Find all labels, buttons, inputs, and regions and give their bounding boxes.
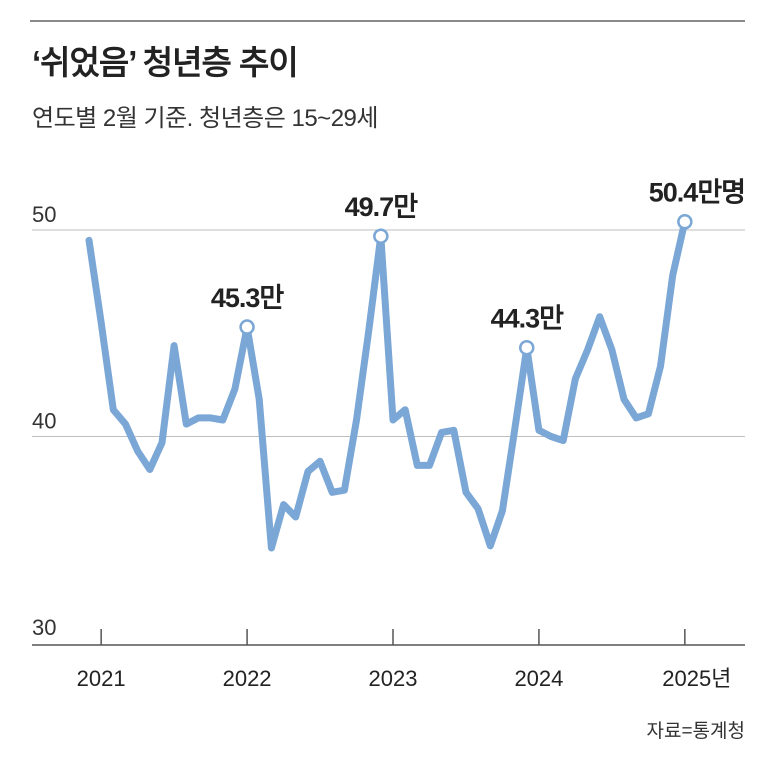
x-tick-label-2022: 2022 bbox=[223, 666, 272, 691]
labels: 30 40 50 2021 2022 2023 2024 2025년 45.3만 49.7만 44.… bbox=[32, 178, 746, 691]
gridlines bbox=[32, 229, 745, 437]
y-tick-label-30: 30 bbox=[32, 615, 56, 640]
top-rule bbox=[30, 20, 745, 22]
series-line-0 bbox=[85, 218, 689, 552]
chart-title: ‘쉬었음’ 청년층 추이 bbox=[32, 44, 299, 81]
peak-label-1: 49.7만 bbox=[345, 192, 419, 222]
x-tick-label-2025년: 2025년 bbox=[662, 666, 731, 691]
x-tick-label-2024: 2024 bbox=[514, 666, 563, 691]
peak-label-0: 45.3만 bbox=[211, 283, 285, 313]
peak-label-2: 44.3만 bbox=[491, 304, 565, 334]
x-tick-label-2023: 2023 bbox=[369, 666, 418, 691]
y-tick-label-50: 50 bbox=[32, 202, 56, 227]
peak-marker-3 bbox=[677, 213, 693, 230]
y-tick-label-40: 40 bbox=[32, 409, 56, 434]
chart-subtitle: 연도별 2월 기준. 청년층은 15~29세 bbox=[32, 105, 378, 132]
peak-marker-0 bbox=[239, 319, 255, 335]
x-tick-label-2021: 2021 bbox=[77, 666, 126, 691]
peak-marker-1 bbox=[373, 228, 389, 244]
source-note: 자료=통계청 bbox=[646, 721, 746, 742]
peak-marker-2 bbox=[519, 339, 535, 356]
peak-label-3: 50.4만명 bbox=[649, 178, 745, 208]
series-layer bbox=[85, 213, 693, 552]
x-axis bbox=[32, 629, 745, 646]
